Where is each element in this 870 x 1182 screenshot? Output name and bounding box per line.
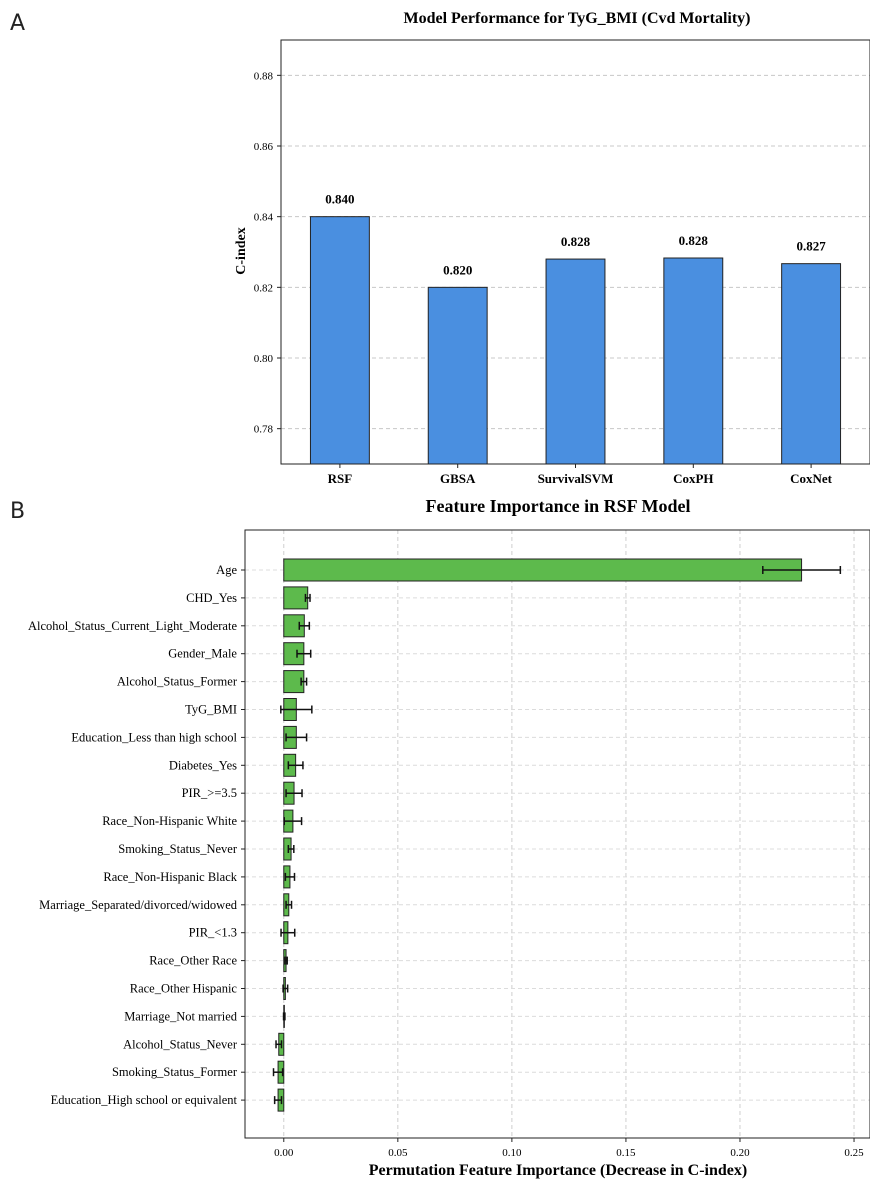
chart-b-y-tick-label: Alcohol_Status_Never xyxy=(123,1037,238,1051)
chart-a-y-tick-label: 0.88 xyxy=(254,70,274,82)
panel-b-letter: B xyxy=(10,499,25,524)
chart-a-y-tick-label: 0.78 xyxy=(254,424,274,436)
chart-b-x-tick-label: 0.05 xyxy=(388,1147,408,1159)
chart-a-bar xyxy=(545,258,606,465)
chart-b-y-tick-label: Marriage_Not married xyxy=(124,1009,238,1023)
feature-importance-chart: Feature Importance in RSF Model Permutat… xyxy=(28,496,870,1179)
chart-b-title: Feature Importance in RSF Model xyxy=(426,496,691,516)
chart-b-xlabel: Permutation Feature Importance (Decrease… xyxy=(369,1162,747,1179)
chart-a-bar xyxy=(781,263,842,465)
chart-b-y-tick-label: Race_Other Hispanic xyxy=(130,982,238,996)
chart-b-y-tick-label: Race_Other Race xyxy=(149,954,237,968)
chart-b-y-tick-label: Diabetes_Yes xyxy=(169,758,237,772)
chart-a-x-ticks: RSF GBSA SurvivalSVM CoxPH CoxNet xyxy=(328,464,833,486)
chart-a-y-tick-label: 0.86 xyxy=(254,141,274,153)
chart-a-bar xyxy=(427,286,488,465)
chart-b-y-tick-label: CHD_Yes xyxy=(186,591,237,605)
chart-b-y-tick-label: Race_Non-Hispanic Black xyxy=(103,870,237,884)
model-performance-chart: Model Performance for TyG_BMI (Cvd Morta… xyxy=(234,10,870,486)
chart-b-y-tick-label: Gender_Male xyxy=(168,647,237,661)
chart-a-bar-value: 0.840 xyxy=(325,192,354,207)
chart-b-gridlines xyxy=(245,530,870,1138)
chart-b-frame xyxy=(244,529,870,1139)
chart-b-y-tick-label: PIR_>=3.5 xyxy=(182,786,237,800)
chart-a-y-tick-label: 0.84 xyxy=(254,212,274,224)
chart-a-bar-value: 0.828 xyxy=(679,233,709,248)
chart-b-x-tick-label: 0.00 xyxy=(274,1147,294,1159)
chart-a-bar-value: 0.828 xyxy=(561,234,591,249)
chart-b-y-tick-label: Marriage_Separated/divorced/widowed xyxy=(39,898,238,912)
chart-b-bar xyxy=(283,586,309,610)
chart-a-ylabel: C-index xyxy=(234,227,249,274)
chart-b-bars xyxy=(272,558,842,1112)
chart-a-x-tick-label: CoxPH xyxy=(673,471,713,486)
panel-a-letter: A xyxy=(10,11,25,36)
chart-a-value-labels: 0.840 0.820 0.828 0.828 0.827 xyxy=(325,192,826,278)
chart-b-y-tick-label: Smoking_Status_Former xyxy=(112,1065,238,1079)
chart-a-bar-value: 0.827 xyxy=(796,239,826,254)
chart-b-y-tick-label: Alcohol_Status_Former xyxy=(117,675,238,689)
chart-b-x-tick-label: 0.20 xyxy=(730,1147,750,1159)
chart-b-bar xyxy=(283,558,803,582)
chart-b-y-tick-label: TyG_BMI xyxy=(185,703,237,717)
chart-b-y-tick-label: Age xyxy=(216,563,237,577)
chart-a-x-tick-label: CoxNet xyxy=(790,471,833,486)
chart-b-y-tick-label: Race_Non-Hispanic White xyxy=(102,814,237,828)
chart-b-y-tick-label: Education_High school or equivalent xyxy=(51,1093,238,1107)
chart-b-y-tick-label: PIR_<1.3 xyxy=(189,926,237,940)
chart-b-y-ticks: Age CHD_Yes Alcohol_Status_Current_Light_M… xyxy=(28,563,245,1107)
chart-a-bars xyxy=(309,216,842,465)
chart-a-x-tick-label: SurvivalSVM xyxy=(538,471,614,486)
chart-a-y-tick-label: 0.80 xyxy=(254,353,274,365)
chart-a-y-ticks: 0.78 0.80 0.82 0.84 0.86 0.88 xyxy=(254,70,281,436)
chart-a-title: Model Performance for TyG_BMI (Cvd Morta… xyxy=(403,10,750,27)
chart-b-x-tick-label: 0.15 xyxy=(616,1147,636,1159)
chart-b-y-tick-label: Education_Less than high school xyxy=(71,730,237,744)
chart-b-y-tick-label: Smoking_Status_Never xyxy=(118,842,238,856)
chart-a-x-tick-label: GBSA xyxy=(440,471,476,486)
chart-a-bar xyxy=(663,257,724,465)
chart-a-y-tick-label: 0.82 xyxy=(254,282,273,294)
chart-a-bar xyxy=(309,216,370,465)
chart-a-x-tick-label: RSF xyxy=(328,471,353,486)
chart-b-y-tick-label: Alcohol_Status_Current_Light_Moderate xyxy=(28,619,237,633)
chart-b-x-ticks: 0.00 0.05 0.10 0.15 0.20 0.25 xyxy=(274,1138,864,1159)
chart-a-bar-value: 0.820 xyxy=(443,262,472,277)
chart-b-x-tick-label: 0.25 xyxy=(844,1147,864,1159)
chart-b-x-tick-label: 0.10 xyxy=(502,1147,522,1159)
